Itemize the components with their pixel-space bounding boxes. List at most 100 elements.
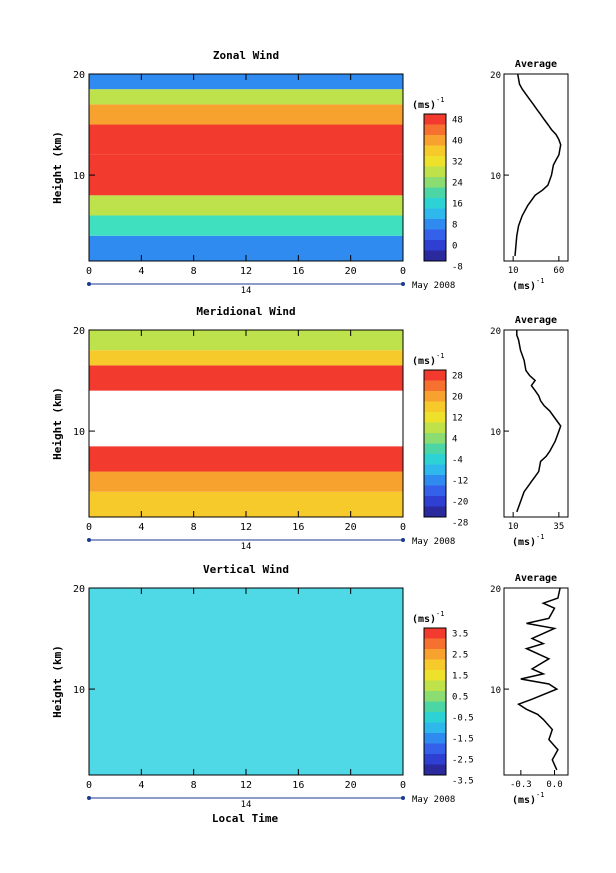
profile-unit-exponent: -1 [536, 791, 544, 799]
colorbar-tick-label: -2.5 [452, 755, 474, 765]
heatmap-band [89, 471, 403, 492]
profile-frame [503, 329, 569, 518]
colorbar-tick-label: 8 [452, 220, 457, 230]
profile-unit: (ms) [512, 281, 536, 292]
colorbar-swatch [424, 712, 446, 723]
profile-x-tick-label: -0.3 [510, 780, 532, 790]
colorbar-tick-label: 0.5 [452, 692, 468, 702]
colorbar-tick-label: 20 [452, 392, 463, 402]
profile-unit: (ms) [512, 537, 536, 548]
heatmap-band [89, 154, 403, 196]
colorbar-swatch [424, 208, 446, 220]
colorbar-swatch [424, 701, 446, 713]
colorbar: 48 40 32 24 16 8 0 -8 (ms) -1 [412, 96, 463, 272]
heatmap-band [89, 330, 403, 351]
colorbar-frame [423, 627, 447, 776]
colorbar-tick-label: 28 [452, 371, 463, 381]
date-axis-end [401, 282, 405, 286]
colorbar: 28 20 12 4 -4 -12 -20 -28 (ms) -1 [412, 352, 468, 528]
profile-x-tick-label: 35 [553, 522, 564, 532]
colorbar: 3.5 2.5 1.5 0.5 -0.5 -1.5 -2.5 -3.5 (ms) -1 [412, 610, 474, 786]
date-axis-end [401, 538, 405, 542]
y-axis-label: Height (km) [51, 131, 64, 204]
panel-title: Vertical Wind [203, 563, 289, 576]
colorbar-tick-label: -8 [452, 262, 463, 272]
colorbar-swatch [424, 240, 446, 251]
colorbar-swatch [424, 114, 446, 125]
colorbar-frame [423, 369, 447, 518]
heatmap-band [89, 74, 403, 90]
heatmap-band [89, 588, 403, 775]
colorbar-swatch [424, 475, 446, 486]
profile-title: Average [515, 59, 557, 70]
x-tick-label: 12 [240, 266, 252, 277]
heatmap-field [89, 588, 403, 775]
x-tick-label: 0 [400, 522, 406, 533]
colorbar-tick-label: 0 [452, 241, 457, 251]
profile-y-tick-label: 20 [490, 71, 501, 81]
xaxis-label: Local Time [212, 812, 279, 825]
profile-line [516, 587, 561, 771]
heatmap-band [89, 124, 403, 155]
y-tick-label: 10 [73, 427, 85, 438]
date-label: May 2008 [412, 537, 455, 547]
colorbar-swatch [424, 187, 446, 199]
x-tick-label: 8 [191, 522, 197, 533]
date-axis-end [401, 796, 405, 800]
colorbar-tick-label: -0.5 [452, 713, 474, 723]
heatmap-band [89, 104, 403, 125]
colorbar-swatch [424, 659, 446, 671]
heatmap-band [89, 89, 403, 105]
colorbar-swatch [424, 464, 446, 476]
colorbar-tick-label: -20 [452, 497, 468, 507]
colorbar-tick-label: -4 [452, 455, 463, 465]
x-tick-label: 16 [292, 780, 304, 791]
date-day-label: 14 [241, 286, 252, 296]
colorbar-tick-label: 4 [452, 434, 457, 444]
colorbar-swatch [424, 156, 446, 167]
y-tick-label: 20 [73, 70, 85, 81]
panel-3: Vertical Wind 0 4 8 12 16 20 0 20 10 Height (km) 14… [51, 563, 569, 810]
profile-x-tick-label: 10 [508, 266, 519, 276]
profile-frame [503, 73, 569, 262]
colorbar-tick-label: -28 [452, 518, 468, 528]
colorbar-swatch [424, 229, 446, 241]
colorbar-swatch [424, 177, 446, 188]
colorbar-tick-label: 40 [452, 136, 463, 146]
colorbar-swatch [424, 370, 446, 381]
colorbar-tick-label: 1.5 [452, 671, 468, 681]
x-tick-label: 0 [86, 780, 92, 791]
colorbar-swatch [424, 743, 446, 755]
colorbar-swatch [424, 124, 446, 136]
x-tick-label: 8 [191, 266, 197, 277]
panel-title: Meridional Wind [196, 305, 295, 318]
heatmap-band [89, 446, 403, 472]
date-label: May 2008 [412, 795, 455, 805]
y-tick-label: 10 [73, 171, 85, 182]
colorbar-swatch [424, 670, 446, 681]
y-tick-label: 20 [73, 584, 85, 595]
profile-y-tick-label: 20 [490, 585, 501, 595]
colorbar-swatch [424, 391, 446, 402]
colorbar-tick-label: 24 [452, 178, 463, 188]
colorbar-tick-label: 32 [452, 157, 463, 167]
heatmap-field [89, 330, 403, 517]
colorbar-swatch [424, 380, 446, 392]
date-day-label: 14 [241, 800, 252, 810]
colorbar-unit: (ms) [412, 356, 436, 367]
date-axis-start [87, 282, 91, 286]
profile-unit-exponent: -1 [536, 533, 544, 541]
x-tick-label: 8 [191, 780, 197, 791]
colorbar-tick-label: 16 [452, 199, 463, 209]
date-axis-start [87, 538, 91, 542]
colorbar-tick-label: -1.5 [452, 734, 474, 744]
colorbar-unit-exponent: -1 [436, 352, 444, 360]
colorbar-swatch [424, 638, 446, 650]
x-tick-label: 20 [345, 266, 357, 277]
colorbar-swatch [424, 649, 446, 660]
profile-y-tick-label: 10 [490, 428, 501, 438]
profile-y-tick-label: 20 [490, 327, 501, 337]
x-tick-label: 20 [345, 522, 357, 533]
